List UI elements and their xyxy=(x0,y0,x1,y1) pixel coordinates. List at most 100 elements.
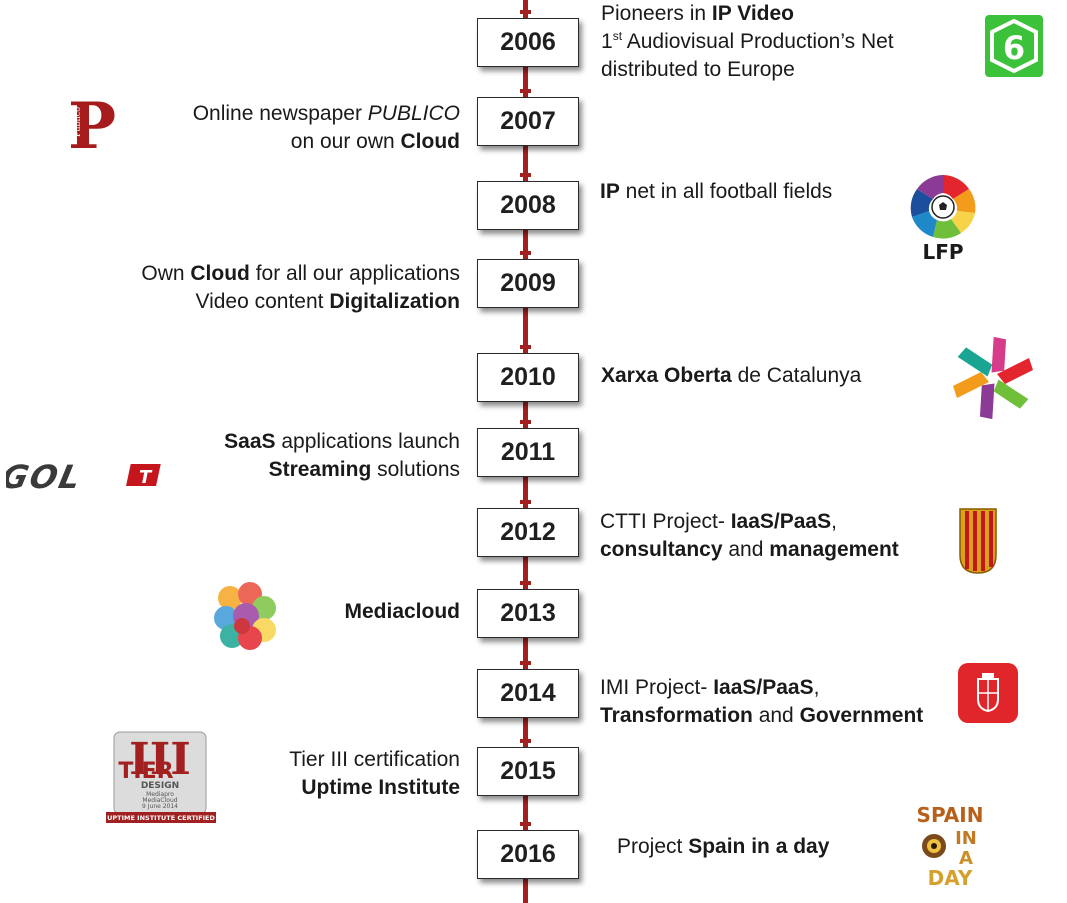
tier-word: TIER xyxy=(118,759,173,784)
xarxa-arm xyxy=(953,372,989,398)
milestone-line: Pioneers in IP Video xyxy=(601,0,894,28)
milestone-bold-text: Xarxa Oberta xyxy=(601,364,732,387)
year-box-2011: 2011 xyxy=(477,428,579,477)
milestone-text-segment: Tier III certification xyxy=(289,748,460,771)
tier-sub: DESIGN xyxy=(141,781,179,791)
milestone-text-segment: Project xyxy=(617,835,689,858)
spain-in-a-day-logo: SPAIN IN A DAY xyxy=(917,803,984,888)
year-box-2015: 2015 xyxy=(477,747,579,796)
milestone-text-segment: IMI Project- xyxy=(600,676,714,699)
milestone-text-segment: 1 xyxy=(601,30,613,53)
year-box-2012: 2012 xyxy=(477,508,579,557)
milestone-line: on our own Cloud xyxy=(193,128,460,156)
milestone-line: Mediacloud xyxy=(344,598,460,626)
milestone-text-segment: on our own xyxy=(290,130,401,153)
milestone-bold-text: consultancy xyxy=(600,538,723,561)
milestone-text-segment: for all our applications xyxy=(249,262,460,285)
year-box-2016: 2016 xyxy=(477,830,579,879)
timeline-tick xyxy=(520,739,531,743)
publico-logo: P Público xyxy=(68,92,116,154)
milestone-bold-text: Government xyxy=(799,704,924,727)
tier-numeral: III xyxy=(129,734,191,785)
year-box-2008: 2008 xyxy=(477,181,579,230)
xarxa-arm xyxy=(957,347,993,377)
year-box-2007: 2007 xyxy=(477,97,579,146)
tier-l3: 9 June 2014 xyxy=(142,803,178,810)
timeline-tick xyxy=(520,89,531,93)
milestone-text-2016: Project Spain in a day xyxy=(617,833,829,861)
milestone-line: Video content Digitalization xyxy=(141,288,460,316)
milestone-text-segment: st xyxy=(612,29,623,43)
milestone-text-2014: IMI Project- IaaS/PaaS, Transformation an… xyxy=(600,674,923,730)
milestone-line: Own Cloud for all our applications xyxy=(141,260,460,288)
timeline-tick xyxy=(520,10,531,14)
milestone-text-2012: CTTI Project- IaaS/PaaS, consultancy and … xyxy=(600,508,899,564)
milestone-text-2009: Own Cloud for all our applications Video … xyxy=(141,260,460,316)
milestone-text-segment: and xyxy=(722,538,770,561)
milestone-bold-text: management xyxy=(769,538,899,561)
milestone-bold-text: Spain in a day xyxy=(688,835,830,858)
milestone-text-2015: Tier III certification Uptime Institute xyxy=(289,746,460,802)
year-box-2009: 2009 xyxy=(477,259,579,308)
milestone-line: Transformation and Government xyxy=(600,702,923,730)
milestone-text-segment: Audiovisual Production’s Net xyxy=(622,30,894,53)
gol-t-mark: T xyxy=(139,467,153,488)
lfp-text: LFP xyxy=(922,240,963,262)
milestone-line: Project Spain in a day xyxy=(617,833,829,861)
milestone-text-2006: Pioneers in IP Video 1st Audiovisual Prod… xyxy=(601,0,894,84)
milestone-text-segment: net in all football fields xyxy=(619,180,833,203)
milestone-line: IMI Project- IaaS/PaaS, xyxy=(600,674,923,702)
timeline-tick xyxy=(520,581,531,585)
milestone-text-segment: Online newspaper xyxy=(192,102,368,125)
lfp-logo: LFP xyxy=(910,175,976,262)
spain-w1: SPAIN xyxy=(917,803,984,827)
milestone-bold-text: Streaming xyxy=(268,458,372,481)
milestone-text-segment: Pioneers in xyxy=(601,2,712,25)
milestone-text-segment: applications launch xyxy=(275,430,460,453)
milestone-line: Online newspaper PUBLICO xyxy=(193,100,460,128)
mediacloud-logo xyxy=(214,582,276,650)
xarxa-oberta-logo xyxy=(953,336,1033,420)
tier-l2: MediaCloud xyxy=(142,797,177,804)
milestone-text-2008: IP net in all football fields xyxy=(600,178,832,206)
milestone-text-2007: Online newspaper PUBLICO on our own Cloud xyxy=(193,100,460,156)
xarxa-arm xyxy=(997,358,1033,384)
spain-w3: A xyxy=(959,848,973,869)
milestone-bold-text: Cloud xyxy=(400,130,460,153)
milestone-text-2013: Mediacloud xyxy=(344,598,460,626)
milestone-text-segment: and xyxy=(752,704,800,727)
timeline-tick xyxy=(520,420,531,424)
year-box-2013: 2013 xyxy=(477,589,579,638)
milestone-text-segment: de Catalunya xyxy=(731,364,862,387)
milestone-bold-text: IP xyxy=(600,180,620,203)
xarxa-arm xyxy=(993,379,1029,409)
gol-text: GOL xyxy=(6,458,86,494)
milestone-bold-text: Mediacloud xyxy=(344,600,460,623)
milestone-text-segment: Own xyxy=(141,262,191,285)
milestone-line: distributed to Europe xyxy=(601,56,894,84)
xarxa-arm xyxy=(991,336,1007,373)
milestone-text-2011: SaaS applications launch Streaming soluti… xyxy=(224,428,460,484)
milestone-text-segment: , xyxy=(831,510,837,533)
milestone-line: IP net in all football fields xyxy=(600,178,832,206)
tier-iii-logo: III TIER DESIGN Mediapro MediaCloud 9 Ju… xyxy=(106,731,216,823)
timeline-tick xyxy=(520,822,531,826)
milestone-bold-text: IaaS/PaaS xyxy=(730,510,832,533)
spain-w2: IN xyxy=(955,828,977,849)
la-sexta-logo: 6 xyxy=(985,15,1043,77)
milestone-italic-text: PUBLICO xyxy=(367,102,460,125)
generalitat-logo xyxy=(959,508,997,574)
barcelona-logo xyxy=(958,663,1018,723)
publico-vertical-text: Público xyxy=(73,107,82,137)
milestone-line: 1st Audiovisual Production’s Net xyxy=(601,28,894,56)
year-box-2006: 2006 xyxy=(477,18,579,67)
milestone-bold-text: Uptime Institute xyxy=(301,776,460,799)
milestone-text-segment: distributed to Europe xyxy=(601,58,795,81)
milestone-line: CTTI Project- IaaS/PaaS, xyxy=(600,508,899,536)
tier-band: UPTIME INSTITUTE CERTIFIED xyxy=(107,814,215,822)
xarxa-arm xyxy=(979,383,995,420)
timeline-tick xyxy=(520,251,531,255)
timeline-tick xyxy=(520,500,531,504)
publico-letter: P xyxy=(68,92,116,154)
milestone-text-segment: solutions xyxy=(371,458,460,481)
